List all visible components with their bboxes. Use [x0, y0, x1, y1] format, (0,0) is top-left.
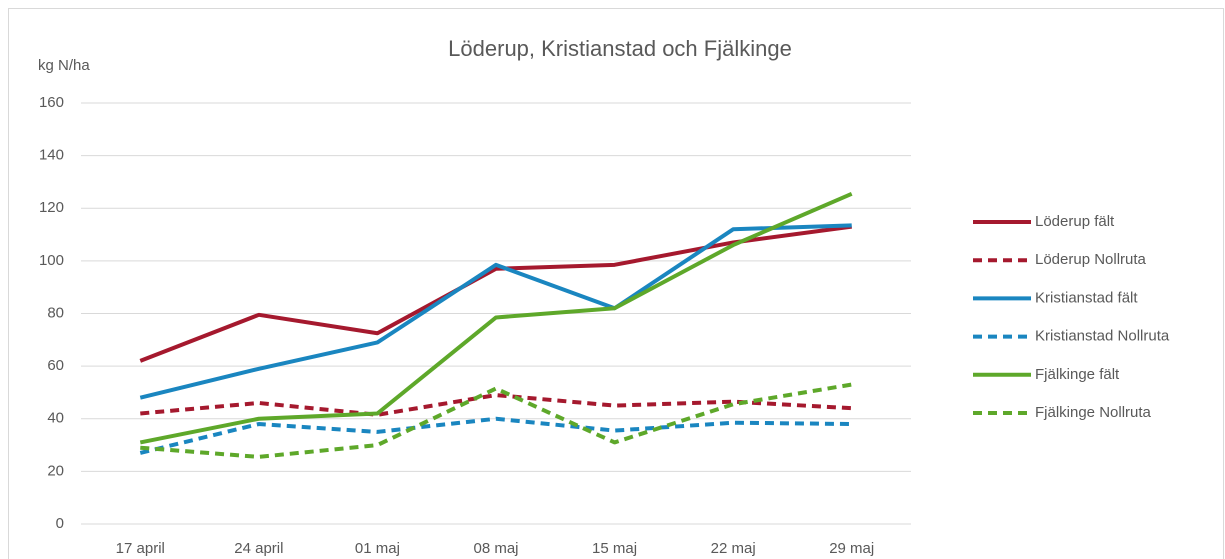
- legend-label: Löderup fält: [1035, 213, 1115, 230]
- series-line: [139, 416, 852, 455]
- x-tick-label: 24 april: [234, 540, 283, 557]
- y-tick-label: 80: [47, 304, 64, 321]
- y-tick-label: 20: [47, 462, 64, 479]
- series-line: [139, 191, 853, 445]
- chart-border: [8, 8, 1224, 559]
- series-line: [139, 223, 852, 400]
- y-tick-label: 160: [39, 94, 64, 111]
- legend-label: Kristianstad fält: [1035, 289, 1138, 306]
- y-tick-label: 0: [56, 515, 64, 532]
- legend-label: Fjälkinge fält: [1035, 366, 1120, 383]
- x-tick-label: 29 maj: [829, 540, 874, 557]
- y-tick-label: 100: [39, 252, 64, 269]
- y-tick-label: 60: [47, 357, 64, 374]
- y-tick-label: 140: [39, 147, 64, 164]
- x-tick-label: 08 maj: [473, 540, 518, 557]
- x-tick-label: 15 maj: [592, 540, 637, 557]
- legend-label: Kristianstad Nollruta: [1035, 328, 1170, 345]
- y-tick-label: 40: [47, 410, 64, 427]
- x-tick-label: 22 maj: [711, 540, 756, 557]
- y-tick-label: 120: [39, 199, 64, 216]
- x-tick-label: 17 april: [116, 540, 165, 557]
- chart-title: Löderup, Kristianstad och Fjälkinge: [448, 36, 792, 61]
- y-axis-label: kg N/ha: [38, 57, 90, 74]
- series-line: [139, 224, 852, 363]
- x-tick-label: 01 maj: [355, 540, 400, 557]
- legend-label: Löderup Nollruta: [1035, 251, 1147, 268]
- legend-label: Fjälkinge Nollruta: [1035, 404, 1152, 421]
